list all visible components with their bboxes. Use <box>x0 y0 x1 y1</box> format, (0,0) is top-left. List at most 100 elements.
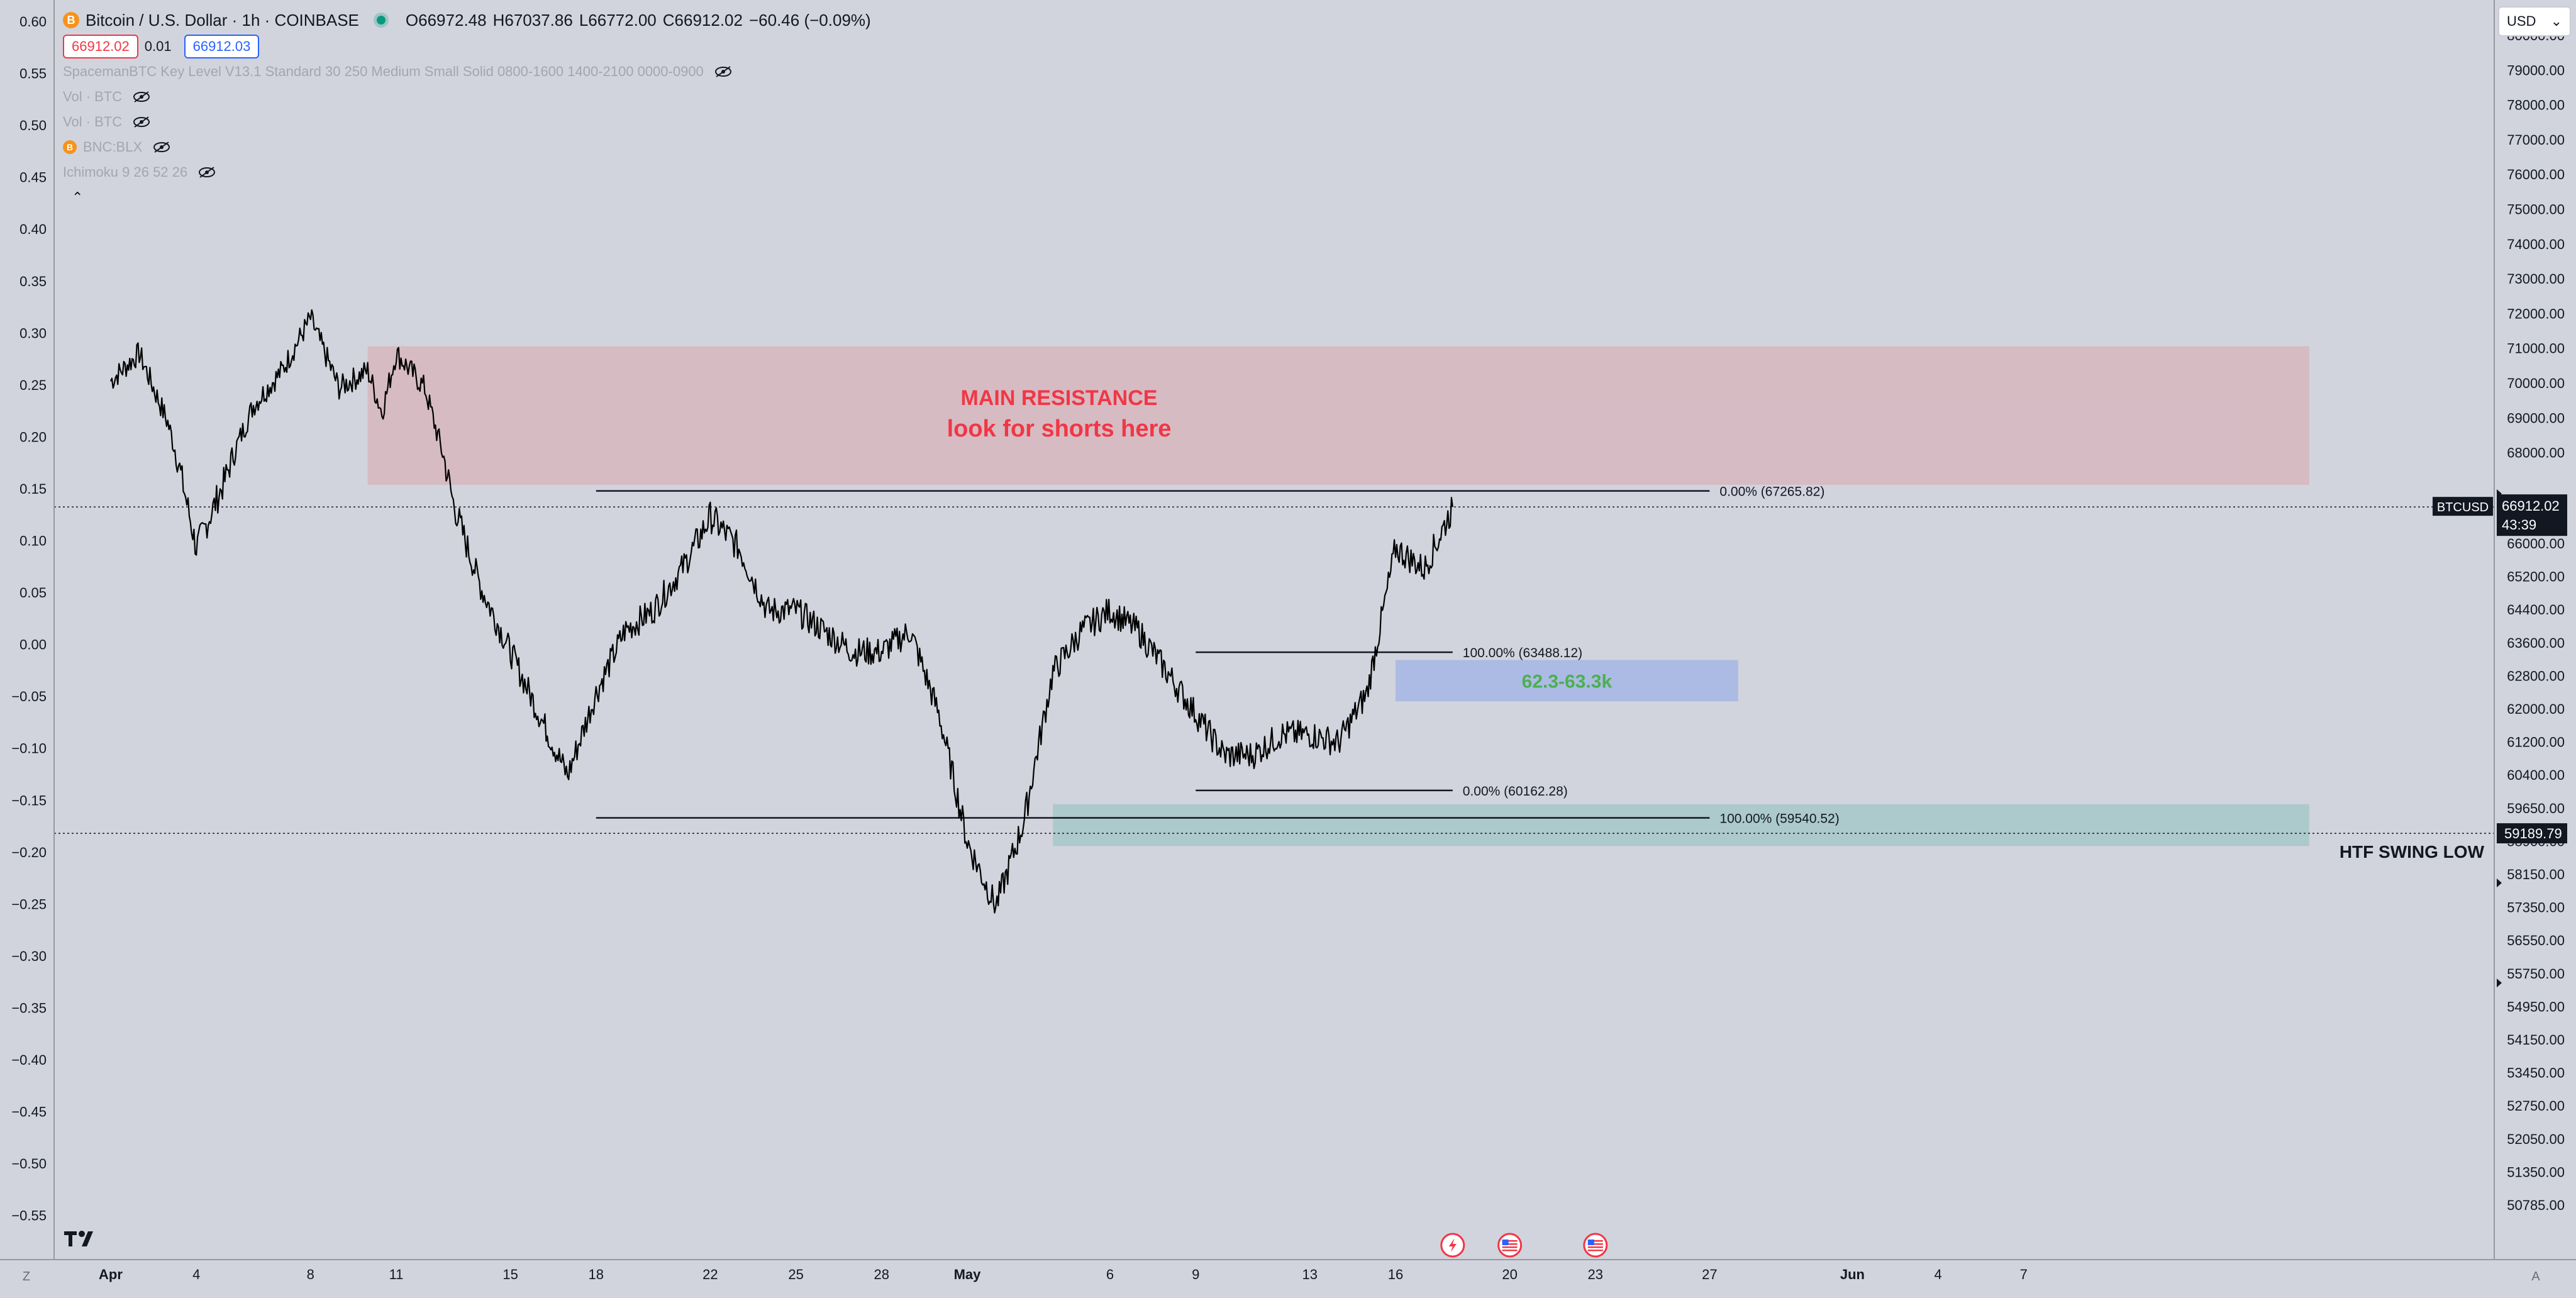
time-axis-tick-label: Apr <box>99 1267 123 1282</box>
time-axis-tick-label: 28 <box>874 1267 889 1282</box>
axis-marker-icon <box>2497 879 2502 887</box>
price-axis-tick-label: 62800.00 <box>2507 668 2565 684</box>
ohlc-value: −60.46 (−0.09%) <box>748 10 871 30</box>
zoom-reset-button[interactable]: Z <box>22 1269 31 1284</box>
price-axis-tick-label: 62000.00 <box>2507 701 2565 717</box>
collapse-legend-icon[interactable]: ⌃ <box>72 189 84 205</box>
indicator-row[interactable]: SpacemanBTC Key Level V13.1 Standard 30 … <box>63 59 871 84</box>
swing-low-zone[interactable] <box>1053 804 2309 846</box>
left-axis-tick-label: −0.15 <box>11 792 47 808</box>
left-axis-tick-label: 0.55 <box>19 66 47 82</box>
tradingview-logo-icon[interactable] <box>63 1225 101 1254</box>
price-axis-tick-label: 74000.00 <box>2507 236 2565 252</box>
ohlc-key: O <box>405 10 419 30</box>
buy-button[interactable]: 66912.03 <box>184 35 260 58</box>
auto-scale-button[interactable]: A <box>2531 1269 2540 1284</box>
ohlc-value: 66912.02 <box>674 10 743 30</box>
axis-marker-icon <box>2497 489 2502 498</box>
indicator-label: SpacemanBTC Key Level V13.1 Standard 30 … <box>63 64 704 79</box>
resistance-title[interactable]: MAIN RESISTANCE <box>961 386 1158 410</box>
bitcoin-icon: B <box>63 140 77 154</box>
price-axis-tick-label: 53450.00 <box>2507 1065 2565 1081</box>
price-axis-tick-label: 64400.00 <box>2507 602 2565 618</box>
left-axis-tick-label: −0.35 <box>11 1000 47 1016</box>
left-axis-tick-label: −0.25 <box>11 896 47 912</box>
collapse-row: ⌃ <box>63 185 871 210</box>
left-axis-tick-label: −0.05 <box>11 689 47 704</box>
eye-hidden-icon[interactable] <box>714 65 733 78</box>
time-axis-tick-label: 15 <box>502 1267 518 1282</box>
flash-icon[interactable] <box>1440 1233 1465 1258</box>
trade-row: 66912.02 0.01 66912.03 <box>63 34 871 59</box>
swing-low-price: 59189.79 <box>2504 826 2562 841</box>
price-axis-tick-label: 76000.00 <box>2507 167 2565 182</box>
last-price-value: 66912.02 <box>2502 498 2560 514</box>
ohlc-key: L <box>579 10 589 30</box>
time-axis-tick-label: 13 <box>1302 1267 1318 1282</box>
left-axis-tick-label: 0.15 <box>19 481 47 497</box>
fib-level-label[interactable]: 0.00% (60162.28) <box>1463 784 1568 799</box>
time-axis-tick-label: 11 <box>389 1267 404 1282</box>
indicator-row[interactable]: B BNC:BLX <box>63 135 871 160</box>
time-axis-tick-label: 22 <box>702 1267 718 1282</box>
resistance-subtitle[interactable]: look for shorts here <box>947 416 1172 442</box>
target-zone[interactable] <box>1396 660 1738 702</box>
indicator-label: Vol · BTC <box>63 89 123 104</box>
eye-hidden-icon[interactable] <box>132 116 151 128</box>
eye-hidden-icon[interactable] <box>152 141 171 153</box>
price-series-btcusd[interactable] <box>109 309 1453 914</box>
price-axis-tick-label: 54950.00 <box>2507 999 2565 1014</box>
resistance-zone[interactable] <box>367 346 2309 485</box>
symbol-title[interactable]: Bitcoin / U.S. Dollar · 1h · COINBASE <box>86 10 359 30</box>
time-axis-tick-label: 16 <box>1388 1267 1403 1282</box>
time-axis-tick-label: 27 <box>1702 1267 1717 1282</box>
eye-hidden-icon[interactable] <box>197 166 216 179</box>
time-axis-tick-label: 25 <box>788 1267 803 1282</box>
left-axis-tick-label: 0.20 <box>19 429 47 445</box>
price-axis-tick-label: 65200.00 <box>2507 569 2565 585</box>
fib-level-label[interactable]: 100.00% (59540.52) <box>1719 811 1839 826</box>
chevron-down-icon: ⌄ <box>2550 13 2562 29</box>
time-axis-tick-label: May <box>954 1267 982 1282</box>
currency-select[interactable]: USD ⌄ <box>2498 6 2571 36</box>
target-zone-label[interactable]: 62.3-63.3k <box>1522 671 1613 692</box>
fib-level-label[interactable]: 0.00% (67265.82) <box>1719 485 1824 499</box>
left-axis-tick-label: 0.35 <box>19 274 47 289</box>
indicator-label: Ichimoku 9 26 52 26 <box>63 164 188 180</box>
swing-low-label[interactable]: HTF SWING LOW <box>2340 842 2485 862</box>
left-axis-tick-label: 0.30 <box>19 325 47 341</box>
ohlc-key: C <box>662 10 675 30</box>
last-price-tag <box>2497 494 2567 536</box>
time-axis-tick-label: 18 <box>589 1267 604 1282</box>
price-axis-tick-label: 70000.00 <box>2507 375 2565 391</box>
currency-label: USD <box>2507 13 2536 29</box>
indicator-row[interactable]: Ichimoku 9 26 52 26 <box>63 160 871 185</box>
price-axis-tick-label: 58150.00 <box>2507 867 2565 882</box>
price-axis-tick-label: 59650.00 <box>2507 801 2565 816</box>
price-axis-tick-label: 63600.00 <box>2507 635 2565 651</box>
bitcoin-icon: B <box>63 12 79 28</box>
indicator-row[interactable]: Vol · BTC <box>63 109 871 135</box>
time-axis-tick-label: 23 <box>1588 1267 1603 1282</box>
market-open-icon <box>376 16 386 25</box>
left-axis-tick-label: 0.60 <box>19 14 47 30</box>
eye-hidden-icon[interactable] <box>132 91 151 103</box>
time-axis-tick-label: 6 <box>1106 1267 1114 1282</box>
left-axis-tick-label: −0.40 <box>11 1052 47 1068</box>
fib-level-label[interactable]: 100.00% (63488.12) <box>1463 646 1582 660</box>
sell-button[interactable]: 66912.02 <box>63 35 138 58</box>
spread-value: 0.01 <box>144 38 172 54</box>
price-axis-tick-label: 55750.00 <box>2507 966 2565 982</box>
us-flag-icon[interactable] <box>1497 1233 1523 1258</box>
price-axis-tick-label: 56550.00 <box>2507 933 2565 948</box>
ohlc-value: 67037.86 <box>504 10 573 30</box>
left-axis-tick-label: −0.55 <box>11 1208 47 1224</box>
ohlc-value: 66972.48 <box>418 10 487 30</box>
us-flag-icon[interactable] <box>1583 1233 1608 1258</box>
bar-countdown: 43:39 <box>2502 517 2536 533</box>
indicator-row[interactable]: Vol · BTC <box>63 84 871 109</box>
time-axis-tick-label: 9 <box>1192 1267 1199 1282</box>
price-axis-tick-label: 79000.00 <box>2507 62 2565 78</box>
